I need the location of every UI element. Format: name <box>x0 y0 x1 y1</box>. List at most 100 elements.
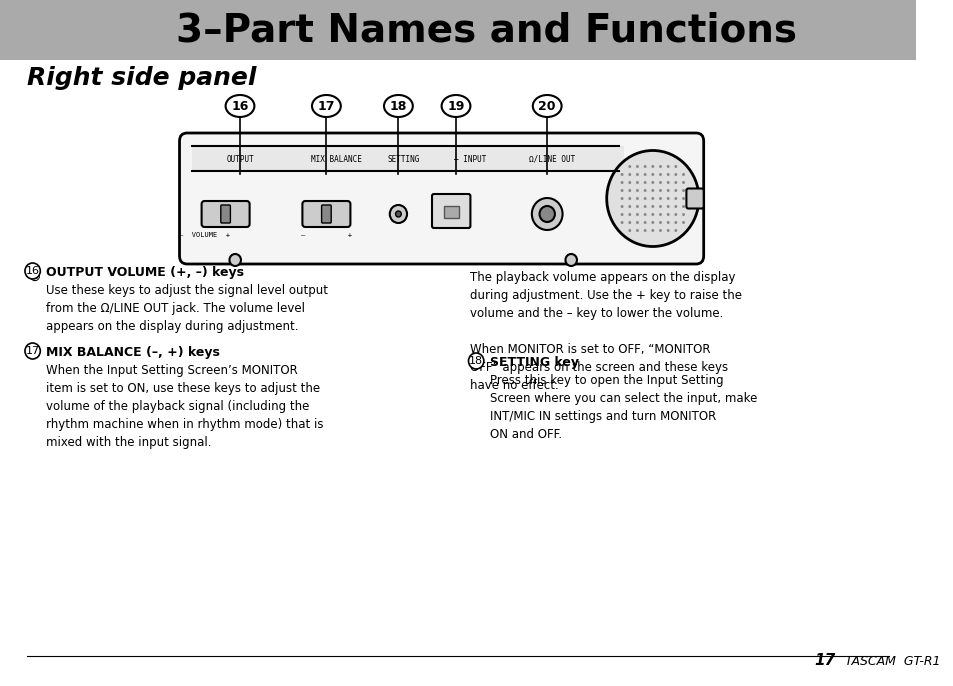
Text: 18: 18 <box>390 99 407 113</box>
Circle shape <box>636 213 639 216</box>
Circle shape <box>651 221 654 224</box>
Text: The playback volume appears on the display
during adjustment. Use the + key to r: The playback volume appears on the displ… <box>470 271 741 392</box>
Text: ®: ® <box>27 271 41 285</box>
Circle shape <box>659 165 661 168</box>
Circle shape <box>539 206 555 222</box>
Text: –          +: – + <box>300 232 352 238</box>
Circle shape <box>636 221 639 224</box>
FancyBboxPatch shape <box>686 189 703 209</box>
Circle shape <box>643 213 646 216</box>
Circle shape <box>659 205 661 208</box>
Bar <box>192 146 623 171</box>
FancyBboxPatch shape <box>302 201 350 227</box>
Text: SETTING key: SETTING key <box>489 356 578 369</box>
Circle shape <box>674 189 677 192</box>
Circle shape <box>620 173 623 176</box>
FancyBboxPatch shape <box>179 133 703 264</box>
Circle shape <box>620 189 623 192</box>
Circle shape <box>628 189 631 192</box>
FancyBboxPatch shape <box>321 205 331 223</box>
Circle shape <box>390 205 407 223</box>
Text: 16: 16 <box>26 266 40 276</box>
Circle shape <box>25 263 40 279</box>
Text: Use these keys to adjust the signal level output
from the Ω/LINE OUT jack. The v: Use these keys to adjust the signal leve… <box>46 284 328 333</box>
Circle shape <box>666 229 669 232</box>
Circle shape <box>651 197 654 200</box>
Circle shape <box>666 213 669 216</box>
Circle shape <box>666 205 669 208</box>
Text: TASCAM  GT-R1: TASCAM GT-R1 <box>844 655 940 668</box>
Text: MIX BALANCE (–, +) keys: MIX BALANCE (–, +) keys <box>46 346 220 359</box>
Circle shape <box>666 181 669 184</box>
Circle shape <box>659 173 661 176</box>
Circle shape <box>628 173 631 176</box>
Circle shape <box>651 173 654 176</box>
Circle shape <box>395 211 401 217</box>
Circle shape <box>531 198 562 230</box>
Text: Press this key to open the Input Setting
Screen where you can select the input, : Press this key to open the Input Setting… <box>489 374 756 441</box>
Circle shape <box>620 213 623 216</box>
Circle shape <box>25 343 40 359</box>
Circle shape <box>628 205 631 208</box>
Circle shape <box>674 197 677 200</box>
Circle shape <box>643 205 646 208</box>
Circle shape <box>681 181 684 184</box>
Circle shape <box>628 229 631 232</box>
Circle shape <box>681 173 684 176</box>
Text: 17: 17 <box>813 653 834 668</box>
Circle shape <box>659 213 661 216</box>
Circle shape <box>636 181 639 184</box>
Circle shape <box>620 197 623 200</box>
Circle shape <box>636 189 639 192</box>
Circle shape <box>651 181 654 184</box>
Circle shape <box>628 213 631 216</box>
Circle shape <box>643 165 646 168</box>
Circle shape <box>643 221 646 224</box>
Circle shape <box>681 197 684 200</box>
Text: — INPUT: — INPUT <box>454 154 486 163</box>
Circle shape <box>681 189 684 192</box>
Circle shape <box>674 229 677 232</box>
Circle shape <box>674 165 677 168</box>
Circle shape <box>620 221 623 224</box>
Circle shape <box>666 221 669 224</box>
Circle shape <box>643 197 646 200</box>
Circle shape <box>606 150 699 246</box>
Text: OUTPUT: OUTPUT <box>226 154 253 163</box>
Circle shape <box>628 165 631 168</box>
Bar <box>443 206 458 218</box>
Circle shape <box>659 197 661 200</box>
Circle shape <box>651 205 654 208</box>
Circle shape <box>636 165 639 168</box>
Circle shape <box>659 229 661 232</box>
Circle shape <box>636 173 639 176</box>
Ellipse shape <box>312 95 340 117</box>
Text: 3–Part Names and Functions: 3–Part Names and Functions <box>176 11 797 49</box>
Circle shape <box>681 205 684 208</box>
Text: OUTPUT VOLUME (+, –) keys: OUTPUT VOLUME (+, –) keys <box>46 266 244 279</box>
FancyBboxPatch shape <box>432 194 470 228</box>
Circle shape <box>659 189 661 192</box>
FancyBboxPatch shape <box>0 0 915 60</box>
Text: 20: 20 <box>537 99 556 113</box>
Text: Ω/LINE OUT: Ω/LINE OUT <box>528 154 575 163</box>
Text: MIX BALANCE: MIX BALANCE <box>311 154 361 163</box>
Text: 19: 19 <box>447 99 464 113</box>
Circle shape <box>628 181 631 184</box>
Circle shape <box>628 221 631 224</box>
Circle shape <box>674 173 677 176</box>
Circle shape <box>651 189 654 192</box>
Text: 16: 16 <box>231 99 249 113</box>
Text: 18: 18 <box>469 356 483 366</box>
Circle shape <box>620 181 623 184</box>
Circle shape <box>643 181 646 184</box>
Circle shape <box>651 229 654 232</box>
Circle shape <box>674 181 677 184</box>
Circle shape <box>636 229 639 232</box>
Text: 17: 17 <box>26 346 40 356</box>
Circle shape <box>565 254 577 266</box>
Circle shape <box>643 189 646 192</box>
Circle shape <box>674 221 677 224</box>
Ellipse shape <box>225 95 254 117</box>
Text: Right side panel: Right side panel <box>27 66 256 90</box>
